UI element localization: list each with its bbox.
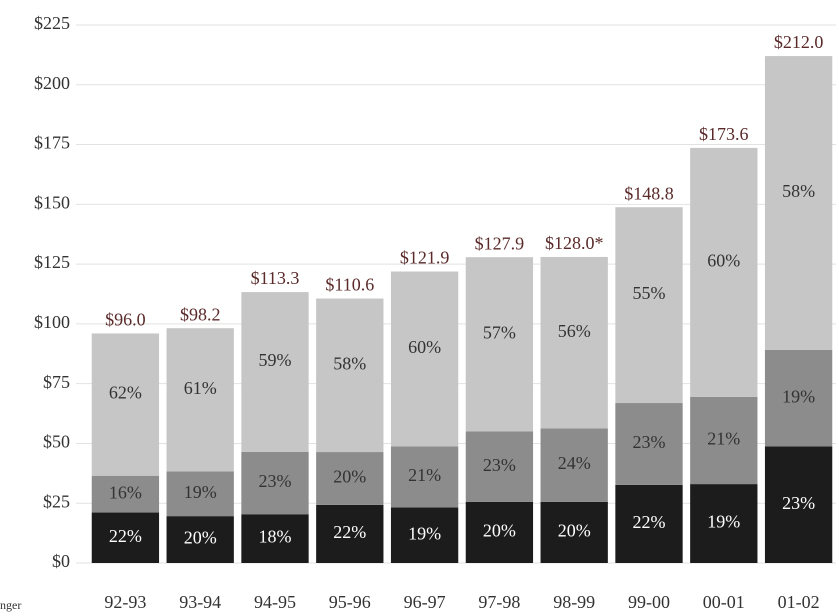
bar-segment [91,475,160,513]
segment-label: 23% [259,471,292,491]
x-tick-label: 96-97 [404,592,446,612]
bar-segment [764,349,833,447]
total-label: $121.9 [400,248,450,268]
bar-segment [316,452,384,505]
bar-segment [615,484,683,563]
segment-label: 22% [333,522,366,542]
y-tick-label: $175 [34,133,70,153]
y-tick-label: $150 [34,192,70,212]
segment-label: 61% [184,378,217,398]
total-label: $98.2 [180,304,221,324]
segment-label: 21% [707,429,740,449]
y-tick-label: $50 [43,432,70,452]
y-tick-label: $225 [34,13,70,33]
bar-segment [390,271,459,447]
y-tick-label: $0 [52,551,70,571]
bar-segment [764,446,833,563]
x-tick-label: 92-93 [104,592,146,612]
bar-segment [465,257,534,432]
x-tick-label: 95-96 [329,592,371,612]
segment-label: 60% [707,250,740,270]
segment-label: 57% [483,322,516,342]
bar-segment [615,207,683,404]
bar-segment [91,333,160,476]
segment-label: 16% [109,482,142,502]
segment-label: 23% [633,432,666,452]
segment-label: 55% [633,283,666,303]
x-tick-label: 97-98 [478,592,520,612]
bar-segment [615,403,683,485]
bar-segment [690,396,758,485]
bar-segment [241,292,309,452]
segment-label: 23% [782,493,815,513]
bar-segment [316,504,384,563]
x-tick-label: 93-94 [179,592,221,612]
y-tick-label: $200 [34,73,70,93]
segment-label: 20% [184,528,217,548]
segment-label: 20% [333,467,366,487]
x-tick-label: 94-95 [254,592,296,612]
segment-label: 22% [633,512,666,532]
segment-label: 59% [259,350,292,370]
bar-segment [241,451,309,515]
bar-segment [166,328,234,472]
y-tick-label: $100 [34,312,70,332]
bar-segment [690,484,758,563]
segment-label: 24% [558,453,591,473]
segment-label: 19% [707,512,740,532]
total-label: $96.0 [105,310,146,330]
bar-segment [390,507,459,563]
segment-label: 18% [259,527,292,547]
y-tick-label: $25 [43,491,70,511]
segment-label: 19% [408,523,441,543]
bar-segment [91,512,160,563]
y-tick-label: $125 [34,252,70,272]
bar-segment [540,428,608,502]
total-label: $127.9 [475,233,525,253]
x-tick-label: 99-00 [628,592,670,612]
bar-segment [465,431,534,502]
segment-label: 60% [408,337,441,357]
bar-segment [241,514,309,563]
bar-segment [166,516,234,563]
segment-label: 20% [483,521,516,541]
x-tick-label: 00-01 [703,592,745,612]
segment-label: 62% [109,383,142,403]
segment-label: 21% [408,465,441,485]
x-tick-label: 98-99 [553,592,595,612]
x-axis-label: nger [0,598,21,612]
segment-label: 22% [109,526,142,546]
total-label: $212.0 [774,32,824,52]
bar-segment [690,147,758,397]
segment-label: 20% [558,521,591,541]
bar-segment [540,501,608,563]
bar-segment [166,471,234,517]
bar-segment [316,298,384,453]
bar-segment [540,256,608,429]
segment-label: 58% [333,353,366,373]
total-label: $113.3 [251,268,300,288]
total-label: $173.6 [699,124,749,144]
segment-label: 23% [483,455,516,475]
segment-label: 56% [558,321,591,341]
y-tick-label: $75 [43,372,70,392]
bar-segment [390,446,459,508]
bar-segment [465,501,534,563]
segment-label: 19% [782,386,815,406]
total-label: $110.6 [325,275,374,295]
segment-label: 58% [782,181,815,201]
total-label: $148.8 [624,183,674,203]
total-label: $128.0* [545,233,604,253]
bar-segment [764,56,833,350]
segment-label: 19% [184,482,217,502]
x-tick-label: 01-02 [778,592,820,612]
